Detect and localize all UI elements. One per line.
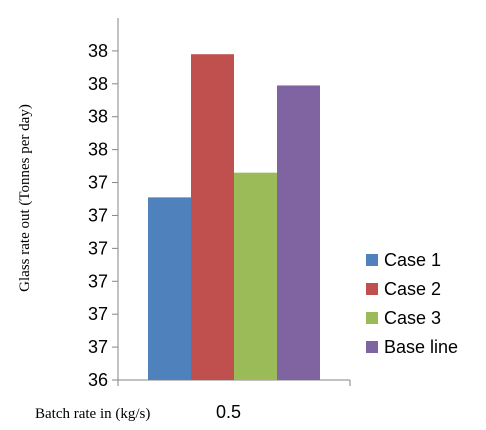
legend-swatch <box>366 254 378 266</box>
legend-label: Case 1 <box>384 250 441 270</box>
y-tick-label: 38 <box>88 41 108 61</box>
x-axis-title: Batch rate in (kg/s) <box>35 406 150 422</box>
legend-swatch <box>366 283 378 295</box>
y-axis-ticks: 36 37 37 37 37 37 37 38 38 38 38 <box>88 41 351 390</box>
bar-case-1 <box>148 197 191 380</box>
y-tick-label: 37 <box>88 205 108 225</box>
legend-swatch <box>366 341 378 353</box>
y-tick-label: 38 <box>88 74 108 94</box>
bar-case-3 <box>234 172 277 380</box>
y-tick-label: 38 <box>88 107 108 127</box>
y-tick-label: 37 <box>88 304 108 324</box>
legend-label: Case 3 <box>384 308 441 328</box>
bar-series <box>148 54 320 381</box>
bar-case-2 <box>191 54 234 380</box>
y-tick-label: 37 <box>88 337 108 357</box>
legend-label: Base line <box>384 337 458 357</box>
y-tick-label: 37 <box>88 173 108 193</box>
legend-label: Case 2 <box>384 279 441 299</box>
y-tick-label: 38 <box>88 140 108 160</box>
y-tick-label: 37 <box>88 271 108 291</box>
bar-base-line <box>277 85 320 381</box>
y-axis-title: Glass rate out (Tonnes per day) <box>17 104 33 292</box>
y-tick-label: 37 <box>88 238 108 258</box>
x-tick-label: 0.5 <box>216 402 241 422</box>
legend-swatch <box>366 312 378 324</box>
legend: Case 1 Case 2 Case 3 Base line <box>366 250 458 357</box>
y-tick-label: 36 <box>88 370 108 390</box>
